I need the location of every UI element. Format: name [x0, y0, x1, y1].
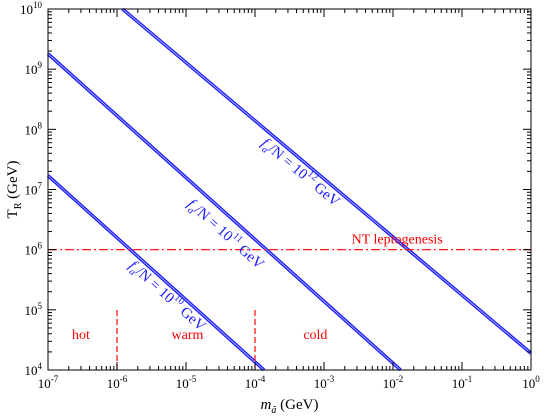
x-tick-label: 10-1: [452, 374, 473, 391]
series-label-3: fa/N = 1012 GeV: [256, 133, 345, 213]
x-tick-label-base: 10: [245, 376, 258, 391]
series-line-3-core: [122, 8, 532, 354]
y-tick-label-base: 10: [25, 303, 38, 318]
x-tick-label: 10-6: [107, 374, 128, 391]
x-tick-label: 100: [522, 374, 540, 391]
y-tick-label-exp: 9: [38, 60, 43, 70]
y-tick-label: 108: [25, 120, 43, 137]
x-tick-label-exp: -5: [189, 374, 197, 384]
x-axis-title-main: m: [261, 397, 272, 413]
x-tick-label-base: 10: [176, 376, 189, 391]
reference-lines: [48, 249, 531, 370]
series-line-1-core: [47, 175, 265, 371]
y-tick-label: 107: [25, 181, 43, 198]
series-label-sub: a: [185, 205, 196, 217]
region-label-cold: cold: [303, 328, 327, 343]
region-label-hot: hot: [72, 328, 90, 343]
y-tick-label-exp: 8: [38, 120, 43, 130]
plot-frame: [47, 8, 532, 371]
x-tick-label-base: 10: [383, 376, 396, 391]
axis-ticks: [47, 8, 532, 371]
x-tick-label-base: 10: [522, 376, 535, 391]
y-tick-label-exp: 4: [38, 361, 43, 371]
x-tick-label-base: 10: [452, 376, 465, 391]
x-tick-label: 10-4: [245, 374, 266, 391]
x-tick-label-exp: -4: [258, 374, 266, 384]
x-tick-label: 10-2: [383, 374, 404, 391]
x-tick-label-exp: -6: [120, 374, 128, 384]
y-tick-label-base: 10: [25, 243, 38, 258]
y-tick-label-base: 10: [25, 62, 38, 77]
y-tick-label: 104: [25, 361, 43, 378]
y-tick-label-base: 10: [25, 122, 38, 137]
y-axis-title: TR (GeV): [5, 161, 24, 219]
x-axis-title: mã (GeV): [261, 397, 319, 416]
y-tick-label-base: 10: [20, 2, 33, 17]
y-axis-title-main: T: [5, 209, 21, 218]
x-tick-label-base: 10: [314, 376, 327, 391]
y-tick-label-base: 10: [25, 183, 38, 198]
x-tick-label-base: 10: [107, 376, 120, 391]
reference-label: NT leptogenesis: [352, 233, 443, 248]
series-label-sub: a: [127, 267, 138, 279]
series-label-mid: /N = 10: [191, 202, 236, 245]
x-axis-title-unit: (GeV): [276, 397, 318, 413]
series-line-2-core: [47, 53, 401, 371]
series-lines: [46, 7, 533, 372]
x-tick-label: 10-5: [176, 374, 197, 391]
region-label-warm: warm: [172, 328, 204, 343]
y-axis-title-sub: R: [13, 202, 24, 209]
x-tick-label: 10-7: [38, 374, 59, 391]
y-axis-title-unit: (GeV): [5, 161, 21, 203]
x-tick-label-exp: -1: [465, 374, 473, 384]
y-tick-label: 106: [25, 241, 43, 258]
y-tick-label-exp: 7: [38, 181, 43, 191]
x-tick-label: 10-3: [314, 374, 335, 391]
x-axis-title-sub: ã: [271, 405, 276, 416]
x-tick-label-exp: -3: [327, 374, 335, 384]
x-tick-label-base: 10: [38, 376, 51, 391]
series-label-post: GeV: [308, 177, 343, 210]
y-tick-label: 109: [25, 60, 43, 77]
y-tick-label-base: 10: [25, 363, 38, 378]
x-tick-label-exp: 0: [535, 374, 540, 384]
series-label-2: fa/N = 1011 GeV: [182, 194, 269, 275]
x-tick-label-exp: -2: [396, 374, 404, 384]
series-label-sub: a: [259, 144, 270, 156]
series-label-1: fa/N = 1010 GeV: [123, 256, 210, 337]
y-tick-label-exp: 6: [38, 241, 43, 251]
y-tick-label: 1010: [20, 0, 43, 17]
y-tick-label-exp: 10: [33, 0, 43, 10]
y-tick-label-exp: 5: [38, 301, 43, 311]
x-tick-label-exp: -7: [51, 374, 59, 384]
y-tick-label: 105: [25, 301, 43, 318]
